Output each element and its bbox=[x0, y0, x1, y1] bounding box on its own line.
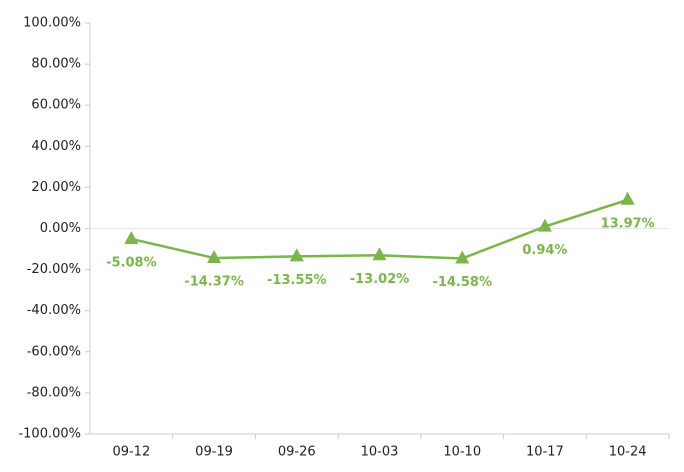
x-tick-label: 10-24 bbox=[609, 445, 647, 460]
point-marker bbox=[124, 230, 139, 244]
y-tick-label: -20.00% bbox=[27, 262, 81, 277]
y-tick-label: -80.00% bbox=[27, 385, 81, 400]
value-label: 0.94% bbox=[522, 243, 567, 258]
x-tick-label: 10-03 bbox=[361, 445, 399, 460]
y-tick-label: 100.00% bbox=[23, 16, 81, 31]
y-tick-label: 40.00% bbox=[31, 139, 81, 154]
x-tick-label: 09-19 bbox=[195, 445, 233, 460]
x-tick-label: 10-17 bbox=[526, 445, 564, 460]
y-tick-label: -40.00% bbox=[27, 303, 81, 318]
value-label: -14.58% bbox=[432, 275, 492, 290]
value-label: -14.37% bbox=[184, 275, 244, 290]
y-tick-label: 80.00% bbox=[31, 57, 81, 72]
y-tick-label: 60.00% bbox=[31, 98, 81, 113]
y-tick-label: -60.00% bbox=[27, 344, 81, 359]
value-label: 13.97% bbox=[601, 216, 655, 231]
point-marker bbox=[289, 248, 304, 262]
x-tick-label: 09-26 bbox=[278, 445, 316, 460]
value-label: -5.08% bbox=[106, 255, 157, 270]
y-tick-label: -100.00% bbox=[18, 427, 81, 442]
x-tick-label: 10-10 bbox=[443, 445, 481, 460]
value-label: -13.55% bbox=[267, 273, 327, 288]
y-tick-label: 0.00% bbox=[40, 221, 81, 236]
point-marker bbox=[620, 191, 635, 205]
point-marker bbox=[372, 247, 387, 261]
point-marker bbox=[537, 218, 552, 232]
y-tick-label: 20.00% bbox=[31, 180, 81, 195]
point-marker bbox=[455, 250, 470, 264]
point-marker bbox=[207, 250, 222, 264]
value-label: -13.02% bbox=[350, 272, 410, 287]
x-tick-label: 09-12 bbox=[112, 445, 150, 460]
